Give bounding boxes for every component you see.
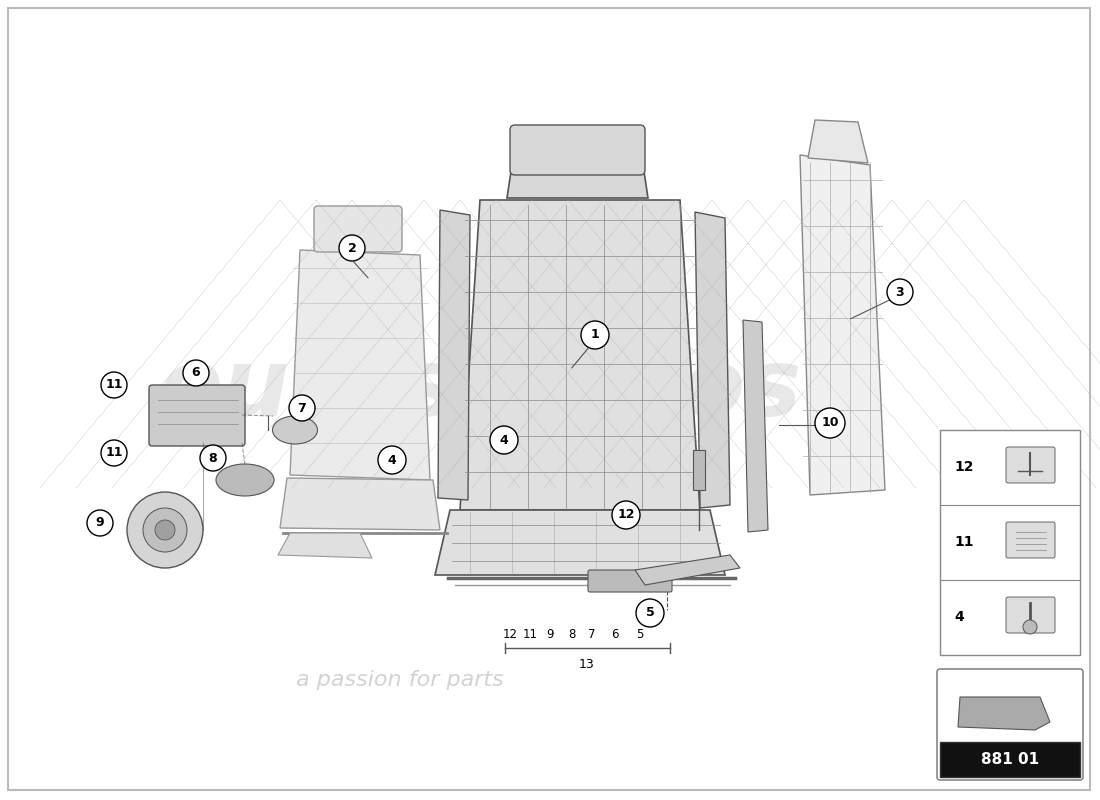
Text: 8: 8 — [569, 629, 575, 642]
Text: 6: 6 — [612, 629, 618, 642]
Circle shape — [200, 445, 225, 471]
Circle shape — [183, 360, 209, 386]
Polygon shape — [800, 155, 886, 495]
Text: 881 01: 881 01 — [981, 753, 1040, 767]
Text: eurospartos: eurospartos — [158, 344, 802, 436]
FancyBboxPatch shape — [1006, 447, 1055, 483]
FancyBboxPatch shape — [1006, 597, 1055, 633]
Text: 9: 9 — [96, 517, 104, 530]
Text: 5: 5 — [636, 629, 644, 642]
Circle shape — [636, 599, 664, 627]
Bar — [693, 450, 705, 490]
Text: 11: 11 — [106, 378, 123, 391]
Polygon shape — [280, 478, 440, 530]
FancyBboxPatch shape — [1006, 522, 1055, 558]
Circle shape — [143, 508, 187, 552]
Circle shape — [815, 408, 845, 438]
Circle shape — [887, 279, 913, 305]
Text: 9: 9 — [547, 629, 553, 642]
Circle shape — [1023, 620, 1037, 634]
FancyBboxPatch shape — [940, 742, 1080, 777]
FancyBboxPatch shape — [940, 430, 1080, 655]
Circle shape — [490, 426, 518, 454]
Text: 13: 13 — [579, 658, 595, 671]
FancyBboxPatch shape — [510, 125, 645, 175]
Polygon shape — [507, 145, 648, 198]
FancyBboxPatch shape — [588, 570, 672, 592]
Text: 11: 11 — [954, 535, 974, 549]
Text: 8: 8 — [209, 451, 218, 465]
Polygon shape — [808, 120, 868, 163]
Circle shape — [155, 520, 175, 540]
Circle shape — [339, 235, 365, 261]
Polygon shape — [290, 250, 430, 480]
Text: 10: 10 — [822, 417, 838, 430]
FancyBboxPatch shape — [314, 206, 402, 252]
FancyBboxPatch shape — [148, 385, 245, 446]
Circle shape — [289, 395, 315, 421]
Text: 11: 11 — [106, 446, 123, 459]
Polygon shape — [460, 200, 700, 510]
Polygon shape — [438, 210, 470, 500]
Text: 4: 4 — [954, 610, 964, 624]
Text: 3: 3 — [895, 286, 904, 298]
Text: 7: 7 — [298, 402, 307, 414]
Ellipse shape — [216, 464, 274, 496]
Polygon shape — [278, 533, 372, 558]
Text: 11: 11 — [522, 629, 538, 642]
FancyBboxPatch shape — [937, 669, 1084, 780]
Polygon shape — [635, 555, 740, 585]
Text: 12: 12 — [954, 460, 974, 474]
Text: 12: 12 — [617, 509, 635, 522]
Polygon shape — [958, 697, 1050, 730]
Text: 4: 4 — [499, 434, 508, 446]
Text: a passion for parts: a passion for parts — [296, 670, 504, 690]
Polygon shape — [742, 320, 768, 532]
Circle shape — [378, 446, 406, 474]
Polygon shape — [434, 510, 725, 575]
Ellipse shape — [273, 416, 318, 444]
Circle shape — [101, 440, 127, 466]
Text: 1: 1 — [591, 329, 600, 342]
Text: 5: 5 — [646, 606, 654, 619]
Text: 12: 12 — [503, 629, 517, 642]
Circle shape — [612, 501, 640, 529]
Circle shape — [126, 492, 204, 568]
Polygon shape — [695, 212, 730, 508]
Circle shape — [87, 510, 113, 536]
Text: 4: 4 — [387, 454, 396, 466]
Text: 7: 7 — [588, 629, 596, 642]
Circle shape — [101, 372, 127, 398]
Text: 2: 2 — [348, 242, 356, 254]
Circle shape — [581, 321, 609, 349]
Text: 6: 6 — [191, 366, 200, 379]
